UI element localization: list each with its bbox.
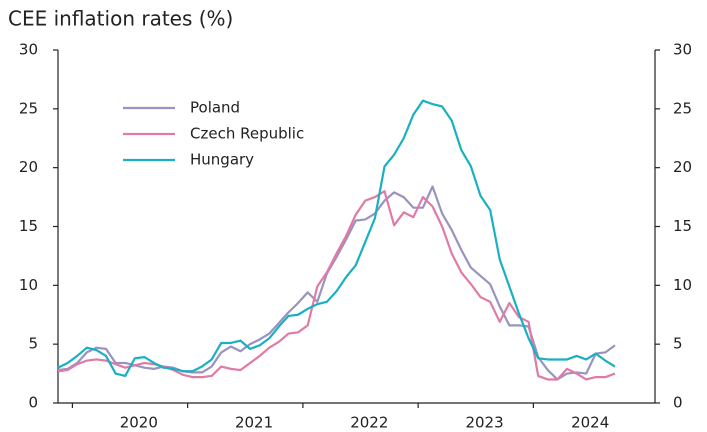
y2-tick-label: 10	[673, 276, 692, 294]
y-tick-label: 5	[28, 335, 38, 353]
y-tick-label: 20	[19, 158, 38, 176]
chart-title: CEE inflation rates (%)	[8, 7, 233, 31]
y2-tick-label: 20	[673, 158, 692, 176]
y-tick-label: 30	[19, 41, 38, 59]
y2-tick-label: 15	[673, 217, 692, 235]
y2-tick-label: 25	[673, 99, 692, 117]
y2-tick-label: 5	[673, 335, 683, 353]
y2-tick-label: 0	[673, 394, 683, 412]
y-tick-label: 15	[19, 217, 38, 235]
y2-tick-label: 30	[673, 41, 692, 59]
x-tick-label: 2020	[120, 414, 158, 432]
y-tick-label: 10	[19, 276, 38, 294]
legend-label: Czech Republic	[190, 125, 304, 143]
x-tick-label: 2024	[571, 414, 609, 432]
x-tick-label: 2022	[350, 414, 388, 432]
legend-label: Poland	[190, 99, 240, 117]
legend-label: Hungary	[190, 151, 254, 169]
series-line	[57, 185, 616, 381]
x-tick-label: 2023	[465, 414, 503, 432]
y-tick-label: 25	[19, 99, 38, 117]
series-line	[57, 99, 616, 378]
y-tick-label: 0	[28, 394, 38, 412]
series-line	[57, 190, 616, 381]
x-tick-label: 2021	[235, 414, 273, 432]
